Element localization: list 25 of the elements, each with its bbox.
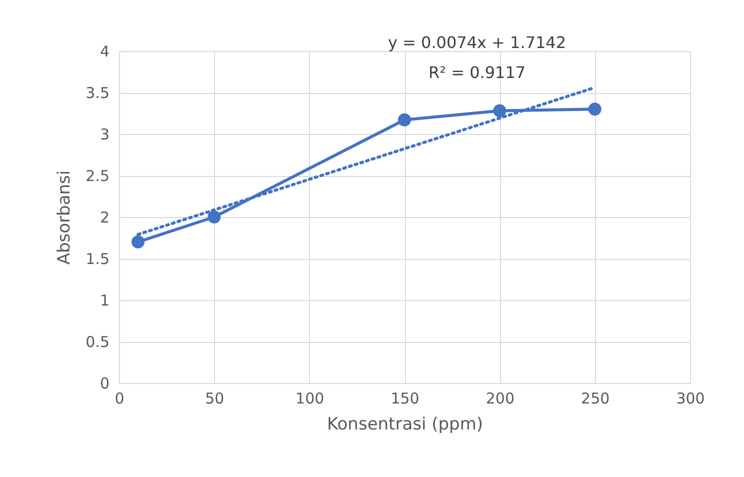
y-tick-label: 3.5 [86,84,110,102]
annotation: R² = 0.9117 [428,63,526,82]
x-tick-label: 250 [581,390,610,408]
y-tick-label: 0 [100,374,110,392]
y-tick-label: 1 [100,292,110,310]
x-tick-label: 0 [114,390,124,408]
y-tick-label: 4 [100,42,110,60]
x-tick-label: 150 [390,390,420,408]
y-tick-label: 1.5 [86,250,110,268]
x-tick-label: 50 [205,390,224,408]
x-tick-label: 200 [486,390,514,408]
point [208,210,221,224]
point [493,104,506,118]
y-tick-label: 3 [100,126,110,144]
y-tick-label: 2.5 [86,167,110,185]
x-tick-label: 300 [676,390,705,408]
annotation: y = 0.0074x + 1.7142 [388,33,566,52]
y-tick-label: 0.5 [86,333,110,351]
point [398,113,412,126]
point [132,235,145,248]
point [588,102,602,116]
y-axis-title: Absorbansi [54,170,75,265]
x-tick-label: 100 [296,390,324,408]
x-axis-title: Konsentrasi (ppm) [326,414,484,434]
y-tick-label: 2 [100,208,110,226]
